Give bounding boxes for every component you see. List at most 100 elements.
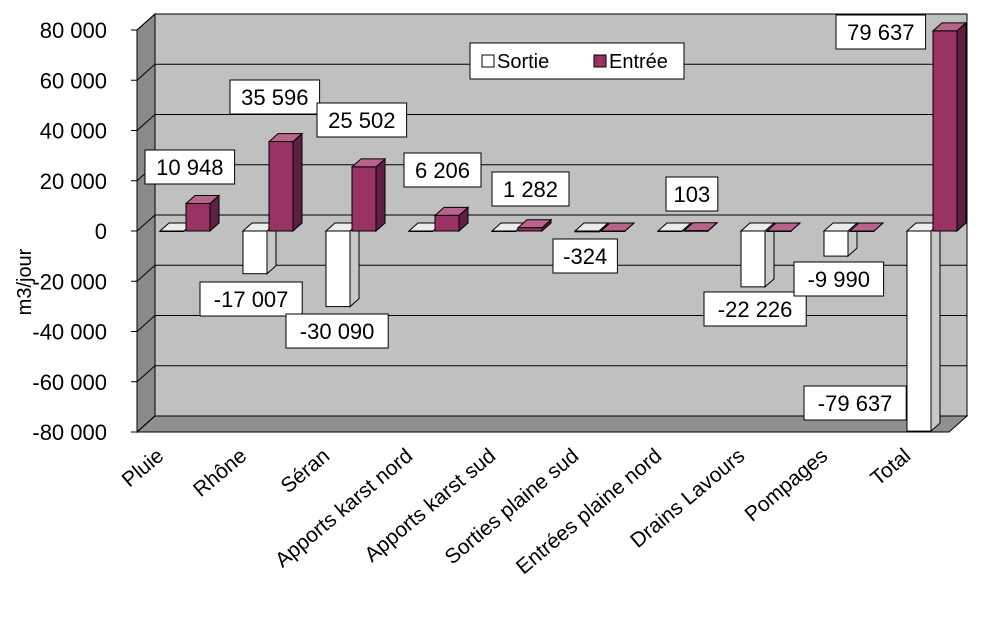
data-label: -30 090 (285, 313, 389, 349)
sortie-bar-front (657, 230, 683, 232)
entree-bar (599, 222, 636, 232)
data-label-text: 79 637 (847, 20, 914, 45)
category-label: Apports karst nord (271, 444, 417, 572)
category-label: Séran (276, 444, 334, 498)
sortie-bar-front (325, 230, 351, 308)
sortie-bar-side (349, 221, 360, 308)
entree-bar-front (351, 166, 377, 232)
sortie-bar (241, 221, 278, 275)
data-label-text: 25 502 (328, 108, 395, 133)
entree-bar (184, 194, 221, 233)
data-label-box (835, 14, 927, 50)
gridline (136, 214, 967, 232)
y-tick-label: -20 000 (32, 269, 107, 294)
sortie-bar (324, 221, 361, 308)
legend-label-entree: Entrée (609, 51, 668, 73)
sortie-bar-front (159, 230, 185, 232)
sortie-bar (822, 221, 859, 258)
data-label-text: 35 596 (241, 85, 308, 110)
entree-bar-front (683, 230, 709, 232)
category-label: Pluie (118, 444, 169, 492)
gridline (136, 63, 967, 81)
sortie-bar (905, 221, 942, 433)
y-tick-label: -60 000 (32, 370, 107, 395)
sortie-bar (656, 222, 693, 232)
gridline (136, 13, 967, 31)
legend-box (469, 42, 685, 80)
data-label-text: -79 637 (818, 391, 893, 416)
sortie-bar-front (823, 230, 849, 257)
entree-bar-front (600, 230, 626, 232)
entree-bar-front (517, 227, 543, 232)
entree-bar-side (292, 132, 303, 233)
entree-bar-front (268, 141, 294, 232)
entree-bar (765, 222, 802, 232)
data-label-box (793, 261, 885, 297)
entree-bar-front (766, 230, 792, 232)
entree-bar (516, 218, 553, 233)
y-tick-label: -80 000 (32, 420, 107, 445)
y-tick-label: 80 000 (40, 18, 107, 43)
entree-bar (848, 222, 885, 232)
data-label-text: 1 282 (503, 177, 558, 202)
gridline (136, 114, 967, 131)
data-label-box (703, 291, 807, 327)
data-labels: 10 948 35 596 -17 007 25 502 -30 090 6 206 1 2… (144, 14, 927, 421)
data-label: 25 502 (316, 102, 408, 138)
data-label: -79 637 (803, 385, 907, 421)
data-label: 6 206 (403, 152, 482, 188)
data-label: 103 (665, 176, 719, 212)
entree-bar (931, 21, 968, 233)
entree-bar (682, 221, 719, 233)
bars (158, 21, 968, 433)
category-label: Total (866, 444, 915, 490)
data-label-box (229, 79, 321, 115)
data-label-text: -9 990 (808, 267, 870, 292)
data-label-box (491, 171, 570, 207)
y-tick-label: 60 000 (40, 68, 107, 93)
category-label: Rhône (189, 444, 251, 501)
sortie-bar-front (491, 230, 517, 232)
legend-label-sortie: Sortie (497, 51, 549, 73)
data-label-text: -22 226 (718, 297, 793, 322)
data-label-text: 103 (674, 182, 711, 207)
sortie-bar-front (906, 230, 932, 432)
data-label-text: -30 090 (300, 319, 375, 344)
sortie-bar-side (764, 221, 775, 288)
data-label: 1 282 (491, 171, 570, 207)
gridlines (131, 13, 967, 433)
category-label: Entrées plaine nord (512, 444, 666, 579)
data-label: 10 948 (144, 149, 236, 185)
data-label-text: 10 948 (156, 155, 223, 180)
data-label: -17 007 (199, 281, 303, 317)
data-label: 79 637 (835, 14, 927, 50)
entree-bar (433, 206, 470, 233)
gridline (136, 315, 967, 332)
sortie-bar-front (740, 230, 766, 288)
data-label-box (665, 176, 719, 212)
entree-bar (267, 132, 304, 233)
data-label-box (552, 238, 618, 274)
gridline (136, 415, 967, 433)
data-label-text: 6 206 (415, 158, 470, 183)
data-label-box (285, 313, 389, 349)
y-tick-label: 20 000 (40, 169, 107, 194)
y-tick-label: 40 000 (40, 119, 107, 144)
category-label: Pompages (741, 444, 833, 526)
data-label: -9 990 (793, 261, 885, 297)
sortie-bar-front (574, 230, 600, 233)
gridline (136, 365, 967, 383)
entree-bar-front (185, 202, 211, 232)
data-label-text: -17 007 (214, 287, 289, 312)
legend: Sortie Entrée (469, 42, 685, 80)
entree-bar-side (956, 21, 967, 233)
sortie-bar (573, 221, 610, 233)
data-label-text: -324 (563, 244, 607, 269)
data-label: 35 596 (229, 79, 321, 115)
y-tick-label: -40 000 (32, 320, 107, 345)
data-label-box (144, 149, 236, 185)
data-label-box (403, 152, 482, 188)
y-tick-label: 0 (95, 219, 107, 244)
entree-bar (350, 157, 387, 233)
